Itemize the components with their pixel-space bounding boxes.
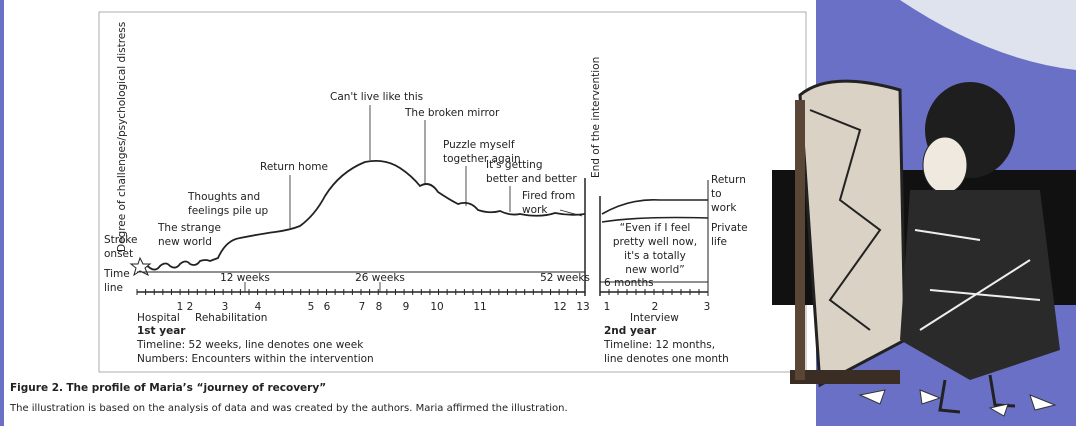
annotation: Thoughts and: [187, 191, 260, 203]
caption-heading: Figure 2. The profile of Maria’s “journe…: [10, 382, 326, 394]
annotation: new world: [158, 236, 212, 248]
week-mark: 52 weeks: [540, 272, 590, 284]
annotation: better and better: [486, 173, 577, 185]
annotation: onset: [104, 248, 133, 260]
encounter-number: 12: [553, 301, 566, 313]
annotation: Private: [711, 222, 748, 234]
year-title: 1st year: [137, 325, 186, 337]
encounter-number: 1: [177, 301, 184, 313]
caption-note: The illustration is based on the analysi…: [9, 403, 568, 414]
week-mark: 12 weeks: [220, 272, 270, 284]
quote: “Even if I feel: [620, 222, 691, 234]
year-note: Timeline: 12 months,: [603, 339, 715, 351]
encounter-number: 4: [255, 301, 262, 313]
annotation: Fired from: [522, 190, 575, 202]
month-number: 1: [604, 301, 611, 313]
encounter-number: 2: [187, 301, 194, 313]
leaders: [244, 105, 583, 292]
encounter-number: 11: [473, 301, 486, 313]
annotation: together again: [443, 153, 521, 165]
annotation: feelings pile up: [188, 205, 269, 217]
month-number: 2: [652, 301, 659, 313]
phase: Hospital: [137, 312, 180, 324]
annotation: The strange: [157, 222, 221, 234]
annotation: work: [522, 204, 548, 216]
illustration: [772, 79, 1076, 417]
encounter-number: 5: [308, 301, 315, 313]
caption-label: Figure 2.: [10, 382, 63, 394]
y-axis-label: Degree of challenges/psychological distr…: [116, 22, 128, 252]
encounter-number: 10: [430, 301, 443, 313]
month-number: 3: [704, 301, 711, 313]
year-note: line denotes one month: [604, 353, 729, 365]
encounter-number: 9: [403, 301, 410, 313]
encounter-number: 8: [376, 301, 383, 313]
quote: new world”: [625, 264, 684, 276]
encounter-number: 3: [222, 301, 229, 313]
annotation: life: [711, 236, 727, 248]
year-note: Timeline: 52 weeks, line denotes one wee…: [136, 339, 364, 351]
annotation: Puzzle myself: [443, 139, 515, 151]
annotation: Stroke: [104, 234, 137, 246]
encounter-number: 13: [576, 301, 589, 313]
figure-panel: [4, 0, 816, 426]
curve-return-work: [601, 198, 708, 215]
phase: Interview: [630, 312, 679, 324]
annotation: work: [711, 202, 737, 214]
week-mark: 26 weeks: [355, 272, 405, 284]
time-line-label: line: [104, 282, 123, 294]
year-note: Numbers: Encounters within the intervent…: [137, 353, 374, 365]
annotation: Return: [711, 174, 746, 186]
annotation: It's getting: [486, 159, 543, 171]
stroke-star: [129, 256, 152, 277]
annotation: Can't live like this: [330, 91, 423, 103]
time-line-label: Time: [103, 268, 130, 280]
phase: Rehabilitation: [195, 312, 267, 324]
annotation: Return home: [260, 161, 328, 173]
decor-shape: [900, 0, 1076, 70]
annotation: to: [711, 188, 722, 200]
caption-title: The profile of Maria’s “journey of recov…: [66, 382, 326, 394]
quote: pretty well now,: [613, 236, 697, 248]
encounter-number: 7: [359, 301, 366, 313]
encounter-number: 6: [324, 301, 331, 313]
end-label: End of the intervention: [590, 57, 602, 178]
curve-private-life: [601, 216, 709, 223]
month-mark: 6 months: [604, 277, 654, 289]
annotation: The broken mirror: [404, 107, 500, 119]
recovery-curve: [139, 159, 586, 271]
year-title: 2nd year: [604, 325, 657, 337]
quote: it's a totally: [624, 250, 686, 262]
